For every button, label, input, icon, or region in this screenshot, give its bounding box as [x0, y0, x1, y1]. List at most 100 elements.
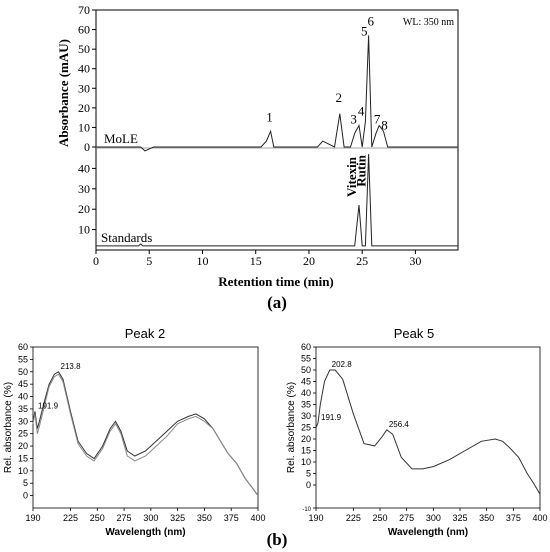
x-tick-label: 30 [409, 254, 421, 268]
y-tick-label: 10 [78, 223, 90, 237]
panel-b-label: (b) [266, 530, 288, 549]
peak-wavelength-label: 256.4 [389, 420, 410, 429]
x-tick-label: 300 [426, 513, 441, 523]
uv-spectrum-peak-2-panel: Peak 2 190 225 250 275 300 325 350 375 400 0 5 10 15 2… [3, 326, 266, 538]
x-tick-label: 325 [452, 513, 467, 523]
y-tick-label: 70 [78, 3, 90, 17]
x-tick-label: 400 [250, 513, 265, 523]
plot-frame [95, 9, 459, 251]
x-tick-label: 225 [63, 513, 78, 523]
y-tick-label: 10 [78, 120, 90, 134]
peak-wavelength-label: 191.9 [38, 401, 59, 410]
peak-number-label: 2 [336, 90, 343, 105]
spectrum-line [315, 369, 541, 495]
y-tick-label: -10 [302, 507, 311, 513]
x-tick-label: 15 [250, 254, 262, 268]
x-tick-label: 250 [90, 513, 105, 523]
y-tick-label: 20 [18, 441, 28, 451]
y-tick-label: 15 [301, 446, 311, 456]
y-tick-label: 25 [301, 423, 311, 433]
y-tick-label: 60 [18, 342, 28, 352]
y-tick-label: 45 [18, 379, 28, 389]
y-tick-label: 40 [301, 388, 311, 398]
x-tick-label: 225 [346, 513, 361, 523]
x-tick-label: 10 [196, 254, 208, 268]
y-tick-label: 15 [18, 453, 28, 463]
peak-number-label: 5 [361, 23, 368, 38]
x-tick-label: 275 [399, 513, 414, 523]
wavelength-note: WL: 350 nm [403, 17, 454, 28]
y-tick-label: 45 [301, 377, 311, 387]
y-tick-label: 40 [78, 62, 90, 76]
standard-compound-label: Vitexin [344, 156, 359, 197]
series-line-standards [96, 154, 458, 247]
y-tick-label: 50 [301, 365, 311, 375]
y-axis-label: Rel. absorbance (%) [286, 382, 297, 473]
standard-compound-label: Rutin [354, 154, 369, 187]
peak-wavelength-label: 202.8 [332, 360, 353, 369]
y-tick-label: 10 [18, 466, 28, 476]
x-tick-label: 250 [372, 513, 387, 523]
y-tick-label: 30 [78, 81, 90, 95]
chart-title: Peak 2 [125, 326, 165, 341]
panel-a-label: (a) [267, 293, 287, 312]
peak-number-label: 7 [374, 111, 381, 126]
x-tick-label: 375 [506, 513, 521, 523]
peak-number-label: 3 [350, 111, 357, 126]
chromatogram-panel: 0 5 10 15 20 25 3001020304050607010203040Reten… [56, 3, 459, 289]
plot-frame [32, 346, 259, 509]
y-tick-label: 0 [23, 491, 28, 501]
x-tick-label: 25 [356, 254, 368, 268]
y-tick-label: 60 [301, 342, 311, 352]
x-axis-label: Retention time (min) [218, 274, 334, 289]
x-axis-label: Wavelength (nm) [105, 527, 185, 538]
x-tick-label: 275 [117, 513, 132, 523]
y-tick-label: 20 [78, 202, 90, 216]
x-tick-label: 350 [197, 513, 212, 523]
peak-number-label: 1 [266, 110, 273, 125]
y-tick-label: 5 [23, 478, 28, 488]
y-tick-label: 50 [78, 42, 90, 56]
x-tick-label: 300 [143, 513, 158, 523]
y-tick-label: 20 [78, 101, 90, 115]
x-tick-label: 350 [479, 513, 494, 523]
series-label-mole: MoLE [104, 131, 138, 146]
spectrum-line [32, 373, 259, 496]
x-tick-label: 190 [25, 513, 40, 523]
x-tick-label: 375 [224, 513, 239, 523]
peak-number-label: 6 [367, 14, 374, 29]
y-tick-label: 30 [18, 416, 28, 426]
y-tick-label: 5 [306, 469, 311, 479]
y-tick-label: 20 [301, 434, 311, 444]
y-tick-label: 0 [306, 480, 311, 490]
x-tick-label: 20 [303, 254, 315, 268]
y-tick-label: 40 [18, 392, 28, 402]
y-tick-label: 0 [84, 140, 90, 154]
y-tick-label: 55 [18, 354, 28, 364]
y-axis-label: Absorbance (mAU) [56, 39, 71, 147]
uv-spectrum-peak-5-panel: Peak 5 190 225 250 275 300 325 350 375 400 -10 05 10… [286, 326, 548, 538]
plot-frame [315, 346, 541, 509]
x-tick-label: 5 [146, 254, 152, 268]
y-tick-label: 50 [18, 367, 28, 377]
y-tick-label: 55 [301, 354, 311, 364]
peak-wavelength-label: 213.8 [61, 362, 82, 371]
y-tick-label: 10 [301, 457, 311, 467]
series-label-standards: Standards [101, 230, 152, 245]
spectrum-line [32, 371, 259, 496]
y-tick-label: 60 [78, 23, 90, 37]
y-tick-label: 30 [78, 182, 90, 196]
x-tick-label: 190 [308, 513, 323, 523]
x-tick-label: 325 [170, 513, 185, 523]
chart-title: Peak 5 [394, 326, 434, 341]
y-tick-label: 35 [18, 404, 28, 414]
y-axis-label: Rel. absorbance (%) [3, 382, 14, 473]
peak-number-label: 4 [358, 104, 365, 119]
peak-number-label: 8 [381, 117, 388, 132]
y-tick-label: 30 [301, 411, 311, 421]
y-tick-label: 40 [78, 161, 90, 175]
x-tick-label: 400 [532, 513, 547, 523]
peak-wavelength-label: 191.9 [321, 413, 342, 422]
y-tick-label: 35 [301, 400, 311, 410]
